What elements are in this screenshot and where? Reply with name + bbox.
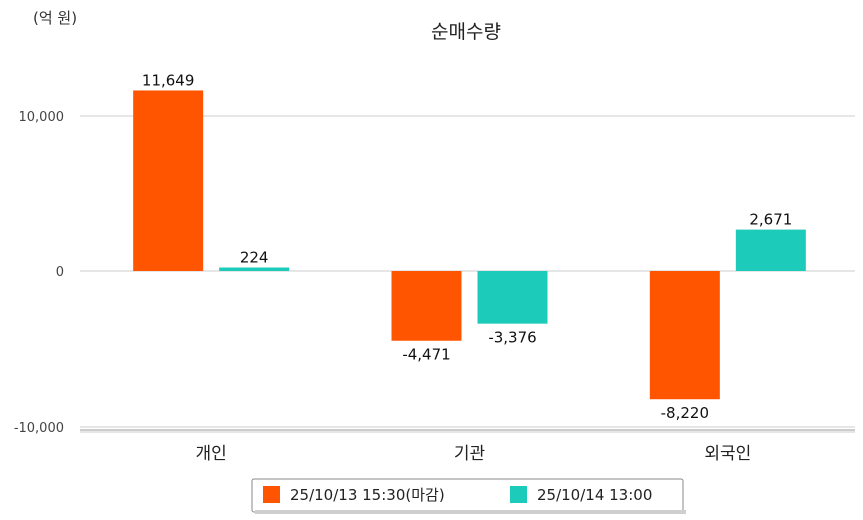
bar <box>477 271 548 324</box>
y-tick-label: 0 <box>56 265 64 280</box>
x-tick-label: 개인 <box>196 444 227 464</box>
y-tick-label: 10,000 <box>19 110 65 125</box>
legend-label: 25/10/14 13:00 <box>537 486 652 504</box>
bar <box>391 271 462 341</box>
x-axis: 개인 기관 외국인 <box>196 444 752 464</box>
legend-label: 25/10/13 15:30(마감) <box>290 486 445 504</box>
legend-shadow <box>255 510 686 514</box>
data-label: -8,220 <box>661 404 709 422</box>
data-labels: 11,649 224 -4,471 -3,376 -8,220 2,671 <box>142 71 792 422</box>
bars <box>133 90 806 400</box>
data-label: 224 <box>240 249 269 267</box>
data-label: -3,376 <box>488 329 536 347</box>
grid <box>80 115 855 433</box>
data-label: 11,649 <box>142 71 195 89</box>
legend: 25/10/13 15:30(마감) 25/10/14 13:00 <box>251 478 686 514</box>
bar <box>649 271 720 400</box>
bar <box>133 90 204 272</box>
x-tick-label: 외국인 <box>704 444 751 464</box>
bar <box>735 229 806 271</box>
legend-swatch <box>510 486 527 503</box>
data-label: -4,471 <box>402 346 450 364</box>
chart-title: 순매수량 <box>431 21 501 43</box>
y-axis: 10,000 0 -10,000 <box>14 110 64 436</box>
legend-swatch <box>263 486 280 503</box>
bar <box>219 267 290 271</box>
y-tick-label: -10,000 <box>14 421 64 436</box>
unit-label: (억 원) <box>33 9 77 27</box>
x-tick-label: 기관 <box>454 444 485 464</box>
data-label: 2,671 <box>749 211 792 229</box>
